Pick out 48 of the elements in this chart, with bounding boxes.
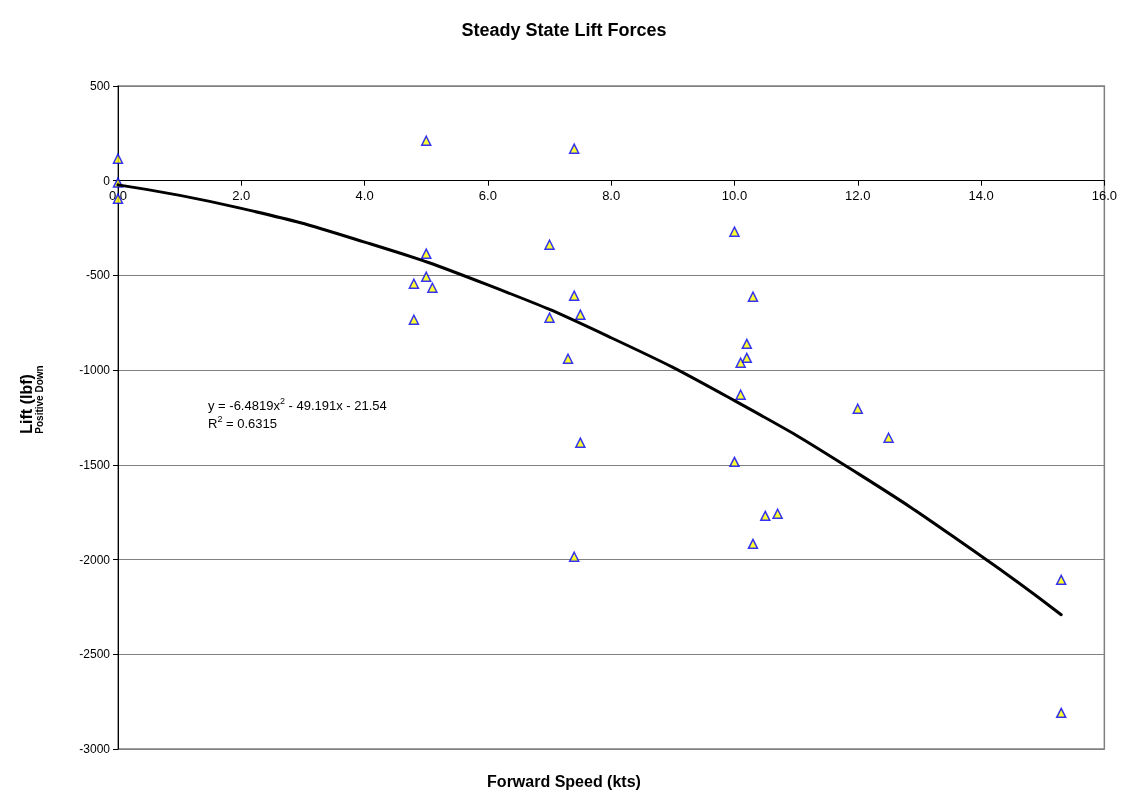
x-tick-label: 16.0 [1091, 187, 1118, 203]
point [735, 389, 746, 401]
point [420, 271, 432, 282]
x-tick-label: 14.0 [968, 187, 994, 203]
point [729, 226, 740, 237]
x-tick-label: 8.0 [602, 187, 621, 203]
x-tick-label: 10.0 [721, 187, 748, 203]
point [1055, 707, 1067, 719]
point [735, 357, 746, 369]
point [883, 432, 894, 444]
point [427, 282, 438, 293]
point [1055, 574, 1067, 586]
point [568, 290, 580, 301]
point [760, 510, 771, 522]
y-tick-label: -2500 [79, 647, 111, 662]
point [408, 314, 420, 325]
y-tick-label: -1000 [79, 363, 111, 378]
point [852, 403, 864, 415]
y-tick-label: -500 [85, 268, 111, 283]
x-tick-label: 4.0 [355, 187, 374, 203]
x-tick-label: 6.0 [478, 187, 497, 203]
chart-title: Steady State Lift Forces [461, 20, 667, 40]
point [420, 135, 432, 146]
y-tick-label: -3000 [79, 742, 111, 756]
y-axis-title: Lift (lbf) Positive Down [17, 365, 45, 434]
x-tick-label: 2.0 [232, 187, 251, 203]
x-axis-title: Forward Speed (kts) [487, 772, 641, 790]
point [575, 437, 586, 448]
point [112, 153, 124, 164]
point [747, 538, 759, 550]
point [568, 143, 580, 154]
point [544, 239, 555, 250]
y-tick-label: -1500 [79, 457, 111, 472]
point [729, 456, 740, 468]
point [741, 338, 753, 350]
y-tick-label: 0 [103, 173, 111, 188]
point [772, 508, 783, 519]
point [544, 312, 555, 323]
point [747, 291, 759, 302]
point [575, 309, 586, 320]
point [420, 248, 432, 259]
x-tick-label: 12.0 [845, 187, 871, 203]
y-tick-label: 500 [89, 79, 111, 93]
point [408, 278, 420, 290]
point [562, 353, 574, 365]
y-tick-label: -2000 [79, 552, 111, 567]
point [568, 551, 580, 562]
point [741, 352, 753, 364]
